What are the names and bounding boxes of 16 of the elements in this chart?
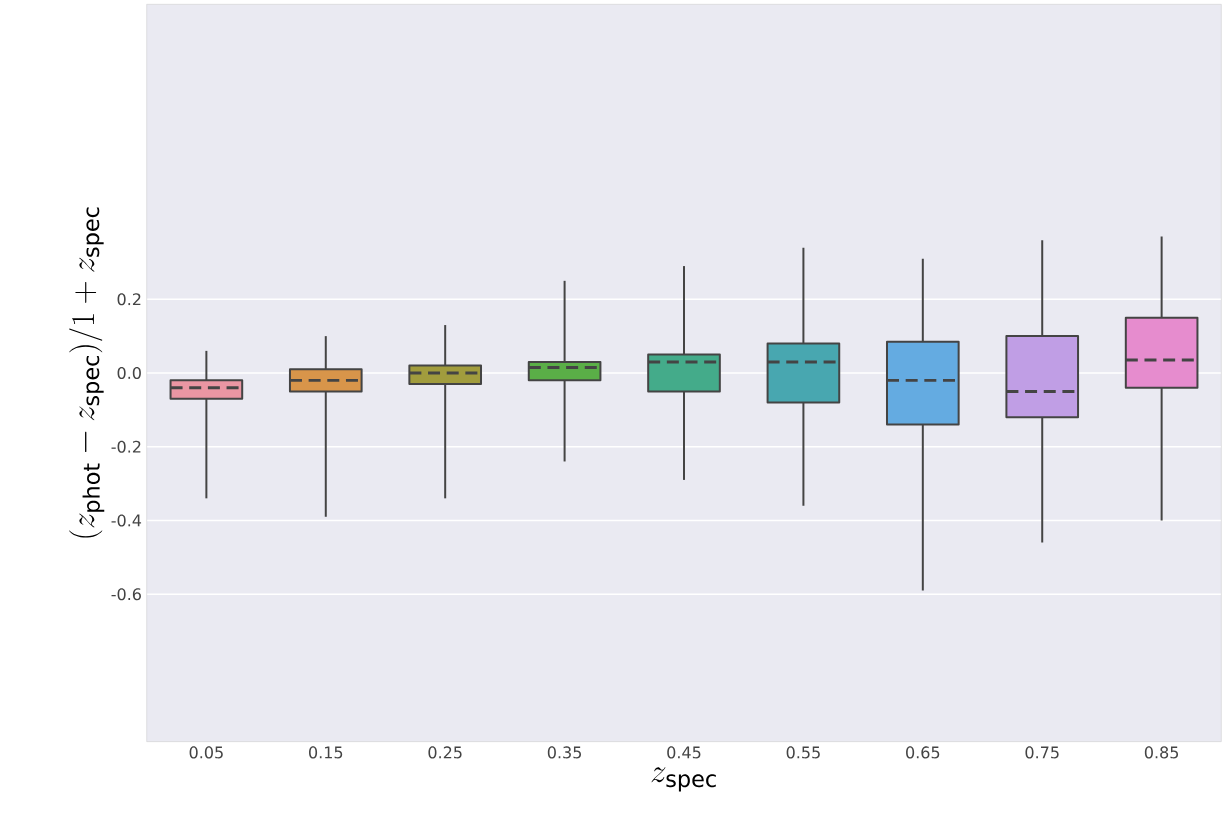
x-tick-label: 0.55 bbox=[786, 746, 820, 759]
x-axis-title: $z_{\mathrm{spec}}$ bbox=[651, 767, 716, 792]
y-tick-label: 0.0 bbox=[117, 366, 141, 380]
y-axis-title: $(z_{\mathrm{phot}} - z_{\mathrm{spec}})/1+z_{\mathrm{spec}}$ bbox=[69, 207, 105, 538]
x-tick-label: 0.85 bbox=[1144, 746, 1179, 759]
x-tick-label: 0.35 bbox=[547, 746, 582, 759]
x-tick-label: 0.75 bbox=[1025, 746, 1059, 759]
x-tick-label: 0.25 bbox=[428, 746, 462, 759]
x-tick-label: 0.65 bbox=[906, 746, 940, 759]
y-tick-label: 0.2 bbox=[117, 293, 141, 306]
x-tick-label: 0.45 bbox=[667, 746, 701, 759]
y-tick-label: -0.4 bbox=[111, 514, 142, 527]
x-tick-label: 0.05 bbox=[189, 746, 223, 759]
x-tick-label: 0.15 bbox=[309, 746, 343, 759]
y-tick-label: -0.6 bbox=[111, 588, 141, 601]
y-tick-label: -0.2 bbox=[111, 440, 141, 453]
